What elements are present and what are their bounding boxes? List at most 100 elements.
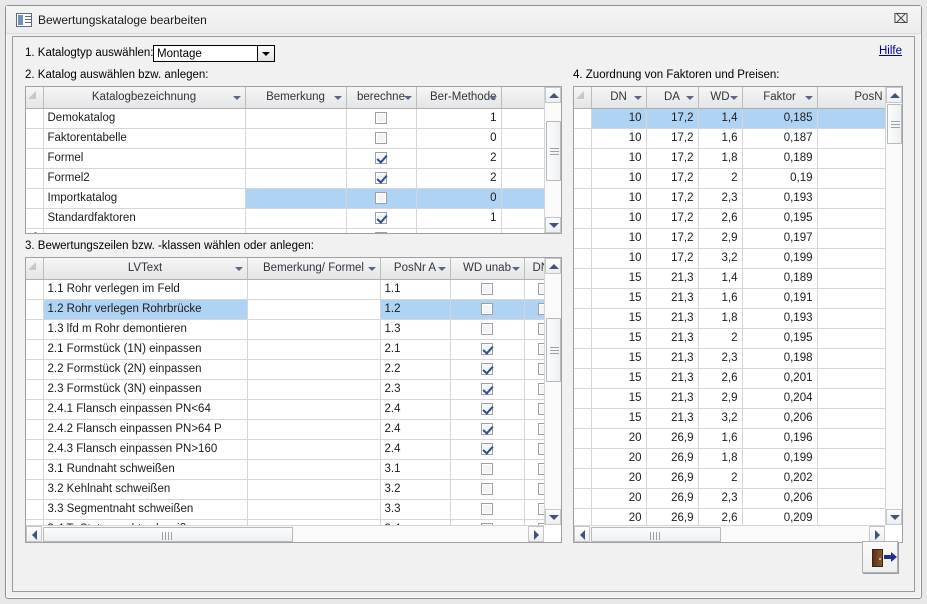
row-selector[interactable]: [26, 379, 44, 400]
cell-faktor[interactable]: 0,199: [742, 448, 818, 469]
cell-blank[interactable]: [501, 188, 544, 209]
cell-wd[interactable]: 1,6: [698, 428, 743, 449]
cell-posnr-a[interactable]: 2.3: [380, 379, 451, 400]
checkbox-checked-icon[interactable]: [481, 362, 493, 375]
cell-ber-methode[interactable]: 0: [416, 188, 502, 209]
catalog-type-combobox[interactable]: Montage: [153, 45, 275, 62]
scroll-up-icon[interactable]: [545, 258, 561, 274]
checkbox-checked-icon[interactable]: [481, 382, 493, 395]
table-row[interactable]: 20 26,9 2,3 0,206: [574, 488, 885, 509]
table-row[interactable]: 3.2 Kehlnaht schweißen 3.2: [26, 479, 544, 500]
row-selector[interactable]: [26, 108, 44, 129]
row-selector[interactable]: [26, 399, 44, 420]
cell-dn[interactable]: 10: [591, 168, 647, 189]
cell-faktor[interactable]: 0,206: [742, 488, 818, 509]
cell-dn[interactable]: 10: [591, 208, 647, 229]
table-row[interactable]: 10 17,2 2,9 0,197: [574, 228, 885, 249]
checkbox-unchecked-icon[interactable]: [481, 322, 493, 335]
row-selector[interactable]: [26, 419, 44, 440]
help-link[interactable]: Hilfe: [878, 45, 902, 57]
column-header-dn2[interactable]: DN2: [524, 258, 544, 280]
cell-wd[interactable]: 2: [698, 468, 743, 489]
row-selector[interactable]: [574, 508, 592, 525]
cell-posnr[interactable]: [817, 468, 885, 489]
cell-dn2[interactable]: [524, 359, 544, 380]
cell-posnr[interactable]: [817, 108, 885, 129]
row-selector[interactable]: [26, 339, 44, 360]
cell-wd[interactable]: 2: [698, 328, 743, 349]
row-selector[interactable]: [26, 148, 44, 169]
checkbox-unchecked-icon[interactable]: [538, 302, 544, 315]
checkbox-checked-icon[interactable]: [375, 151, 387, 164]
table-row[interactable]: 3.3 Segmentnaht schweißen 3.3: [26, 499, 544, 520]
cell-dn[interactable]: 20: [591, 488, 647, 509]
sort-arrow-icon[interactable]: [367, 267, 376, 271]
row-selector[interactable]: [574, 428, 592, 449]
table-row[interactable]: 10 17,2 1,4 0,185: [574, 108, 885, 129]
checkbox-unchecked-icon[interactable]: [538, 362, 544, 375]
row-selector[interactable]: [574, 288, 592, 309]
table-row[interactable]: 2.3 Formstück (3N) einpassen 2.3: [26, 379, 544, 400]
cell-da[interactable]: 17,2: [646, 188, 699, 209]
checkbox-checked-icon[interactable]: [481, 342, 493, 355]
cell-da[interactable]: 17,2: [646, 108, 699, 129]
table-row[interactable]: 15 21,3 2 0,195: [574, 328, 885, 349]
cell-dn[interactable]: 10: [591, 148, 647, 169]
cell-posnr-a[interactable]: 3.4: [380, 519, 451, 525]
row-selector[interactable]: [574, 148, 592, 169]
cell-berechne[interactable]: [346, 108, 417, 129]
cell-wd-unab[interactable]: [450, 519, 525, 525]
cell-dn2[interactable]: [524, 499, 544, 520]
cell-katalogbezeichnung[interactable]: Formel2: [43, 168, 246, 189]
cell-bemerkung-formel[interactable]: [247, 419, 381, 440]
cell-dn[interactable]: 15: [591, 308, 647, 329]
table-row[interactable]: 15 21,3 3,2 0,206: [574, 408, 885, 429]
cell-lvtext[interactable]: 2.4.1 Flansch einpassen PN<64: [43, 399, 248, 420]
scroll-up-icon[interactable]: [545, 87, 561, 103]
cell-dn[interactable]: 20: [591, 428, 647, 449]
exit-button[interactable]: [862, 541, 898, 573]
scroll-left-icon[interactable]: [574, 526, 590, 542]
row-selector[interactable]: [574, 448, 592, 469]
column-header-posnr-a[interactable]: PosNr A: [380, 258, 451, 280]
cell-ber-methode[interactable]: [416, 228, 502, 233]
scroll-down-icon[interactable]: [886, 509, 902, 525]
cell-wd[interactable]: 1,4: [698, 268, 743, 289]
cell-bemerkung-formel[interactable]: [247, 339, 381, 360]
cell-katalogbezeichnung[interactable]: Demokatalog: [43, 108, 246, 129]
cell-dn2[interactable]: [524, 319, 544, 340]
checkbox-unchecked-icon[interactable]: [481, 302, 493, 315]
cell-posnr[interactable]: [817, 508, 885, 525]
cell-posnr[interactable]: [817, 368, 885, 389]
cell-lvtext[interactable]: 1.3 lfd m Rohr demontieren: [43, 319, 248, 340]
cell-wd[interactable]: 2,3: [698, 188, 743, 209]
row-selector[interactable]: [574, 228, 592, 249]
cell-blank[interactable]: [501, 108, 544, 129]
cell-wd-unab[interactable]: [450, 499, 525, 520]
row-selector[interactable]: [26, 519, 44, 525]
cell-faktor[interactable]: 0,193: [742, 308, 818, 329]
scrollbar-thumb[interactable]: [591, 527, 721, 542]
column-header-posn[interactable]: PosN: [817, 87, 885, 109]
cell-bemerkung-formel[interactable]: [247, 279, 381, 300]
cell-berechne[interactable]: [346, 228, 417, 233]
cell-wd-unab[interactable]: [450, 359, 525, 380]
checkbox-unchecked-icon[interactable]: [375, 131, 387, 144]
cell-bemerkung-formel[interactable]: [247, 379, 381, 400]
cell-katalogbezeichnung[interactable]: Formel: [43, 148, 246, 169]
checkbox-checked-icon[interactable]: [481, 402, 493, 415]
checkbox-checked-icon[interactable]: [375, 211, 387, 224]
cell-da[interactable]: 21,3: [646, 328, 699, 349]
chevron-down-icon[interactable]: [257, 46, 274, 61]
column-header-katalogbezeichnung[interactable]: Katalogbezeichnung: [43, 87, 246, 109]
table-row[interactable]: 3.4 T- Stutzennaht schweißen 3.4: [26, 519, 544, 525]
cell-wd[interactable]: 1,8: [698, 148, 743, 169]
row-selector[interactable]: [574, 388, 592, 409]
cell-faktor[interactable]: 0,206: [742, 408, 818, 429]
checkbox-unchecked-icon[interactable]: [538, 382, 544, 395]
sort-arrow-icon[interactable]: [488, 96, 497, 100]
row-selector[interactable]: [574, 168, 592, 189]
cell-da[interactable]: 26,9: [646, 428, 699, 449]
cell-faktor[interactable]: 0,191: [742, 288, 818, 309]
